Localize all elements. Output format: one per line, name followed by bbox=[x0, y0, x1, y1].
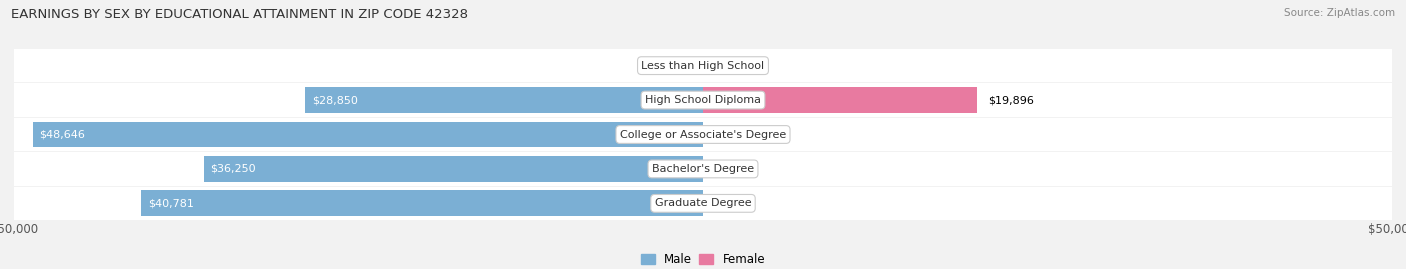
Text: Source: ZipAtlas.com: Source: ZipAtlas.com bbox=[1284, 8, 1395, 18]
Bar bbox=[14, 152, 1392, 186]
Text: $36,250: $36,250 bbox=[211, 164, 256, 174]
Text: $0: $0 bbox=[714, 198, 728, 208]
Text: Graduate Degree: Graduate Degree bbox=[655, 198, 751, 208]
Bar bbox=[14, 118, 1392, 151]
Text: $0: $0 bbox=[678, 61, 692, 71]
Bar bbox=[14, 49, 1392, 82]
Bar bbox=[14, 187, 1392, 220]
Text: Bachelor's Degree: Bachelor's Degree bbox=[652, 164, 754, 174]
Text: $0: $0 bbox=[714, 61, 728, 71]
Legend: Male, Female: Male, Female bbox=[641, 253, 765, 266]
Bar bbox=[305, 87, 703, 113]
Text: $40,781: $40,781 bbox=[148, 198, 194, 208]
Bar bbox=[703, 87, 977, 113]
Text: $0: $0 bbox=[714, 129, 728, 140]
Bar bbox=[32, 122, 703, 147]
Text: High School Diploma: High School Diploma bbox=[645, 95, 761, 105]
Bar bbox=[14, 83, 1392, 117]
Text: $19,896: $19,896 bbox=[988, 95, 1033, 105]
Text: $28,850: $28,850 bbox=[312, 95, 359, 105]
Bar bbox=[204, 156, 703, 182]
Text: College or Associate's Degree: College or Associate's Degree bbox=[620, 129, 786, 140]
Text: Less than High School: Less than High School bbox=[641, 61, 765, 71]
Text: $48,646: $48,646 bbox=[39, 129, 86, 140]
Text: EARNINGS BY SEX BY EDUCATIONAL ATTAINMENT IN ZIP CODE 42328: EARNINGS BY SEX BY EDUCATIONAL ATTAINMEN… bbox=[11, 8, 468, 21]
Text: $0: $0 bbox=[714, 164, 728, 174]
Bar bbox=[141, 190, 703, 216]
